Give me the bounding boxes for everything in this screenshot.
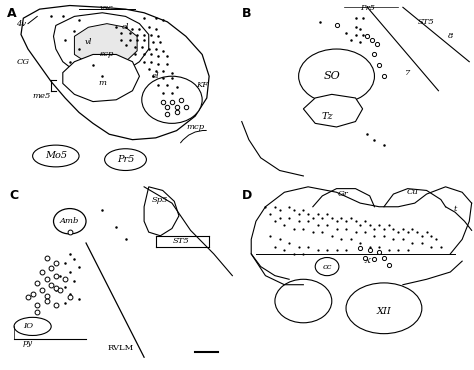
Text: scp: scp: [100, 50, 114, 58]
Text: Mo5: Mo5: [45, 151, 67, 161]
Ellipse shape: [105, 149, 146, 171]
Text: Amb: Amb: [60, 217, 80, 225]
Circle shape: [315, 258, 339, 276]
Text: B: B: [242, 7, 251, 20]
Ellipse shape: [33, 145, 79, 167]
Ellipse shape: [299, 49, 374, 103]
Polygon shape: [303, 94, 363, 127]
Ellipse shape: [275, 279, 332, 323]
Text: cc: cc: [322, 263, 332, 270]
Text: Sp5: Sp5: [152, 195, 169, 204]
Polygon shape: [144, 187, 179, 236]
Text: el: el: [152, 72, 160, 80]
Text: IO: IO: [23, 322, 33, 330]
Text: Tz: Tz: [321, 112, 333, 121]
Text: vsc: vsc: [100, 4, 114, 12]
Text: Pr5: Pr5: [360, 4, 375, 12]
Text: Gr: Gr: [338, 190, 349, 198]
Polygon shape: [54, 13, 149, 76]
Text: A: A: [7, 7, 17, 20]
Text: X: X: [365, 257, 370, 265]
Text: CG: CG: [17, 58, 30, 66]
Text: Pr5: Pr5: [117, 155, 134, 164]
Circle shape: [54, 209, 86, 234]
Text: 4v: 4v: [16, 20, 26, 28]
Polygon shape: [63, 54, 139, 102]
Text: me5: me5: [33, 92, 51, 100]
Text: SO: SO: [323, 71, 340, 81]
Ellipse shape: [14, 317, 51, 336]
Ellipse shape: [346, 283, 422, 334]
Text: m: m: [98, 80, 106, 87]
Text: XII: XII: [376, 307, 392, 316]
Text: ST5: ST5: [418, 18, 435, 26]
Text: vl: vl: [85, 38, 92, 46]
Text: Cu: Cu: [407, 188, 418, 196]
Text: C: C: [9, 189, 18, 202]
Text: KF: KF: [196, 81, 208, 89]
Text: cl: cl: [122, 23, 129, 31]
Polygon shape: [74, 24, 137, 67]
Text: 7: 7: [405, 68, 410, 77]
Text: mcp: mcp: [186, 123, 204, 131]
Text: py: py: [23, 339, 33, 347]
Text: 8: 8: [447, 32, 453, 40]
Text: ST5: ST5: [173, 237, 190, 245]
Text: D: D: [242, 189, 252, 202]
Text: RVLM: RVLM: [108, 344, 134, 352]
Text: t: t: [453, 205, 457, 213]
Circle shape: [142, 76, 202, 123]
